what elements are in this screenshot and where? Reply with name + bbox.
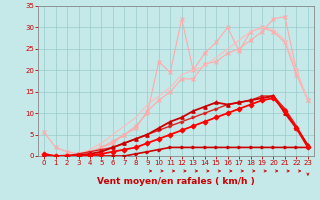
X-axis label: Vent moyen/en rafales ( km/h ): Vent moyen/en rafales ( km/h ) — [97, 177, 255, 186]
